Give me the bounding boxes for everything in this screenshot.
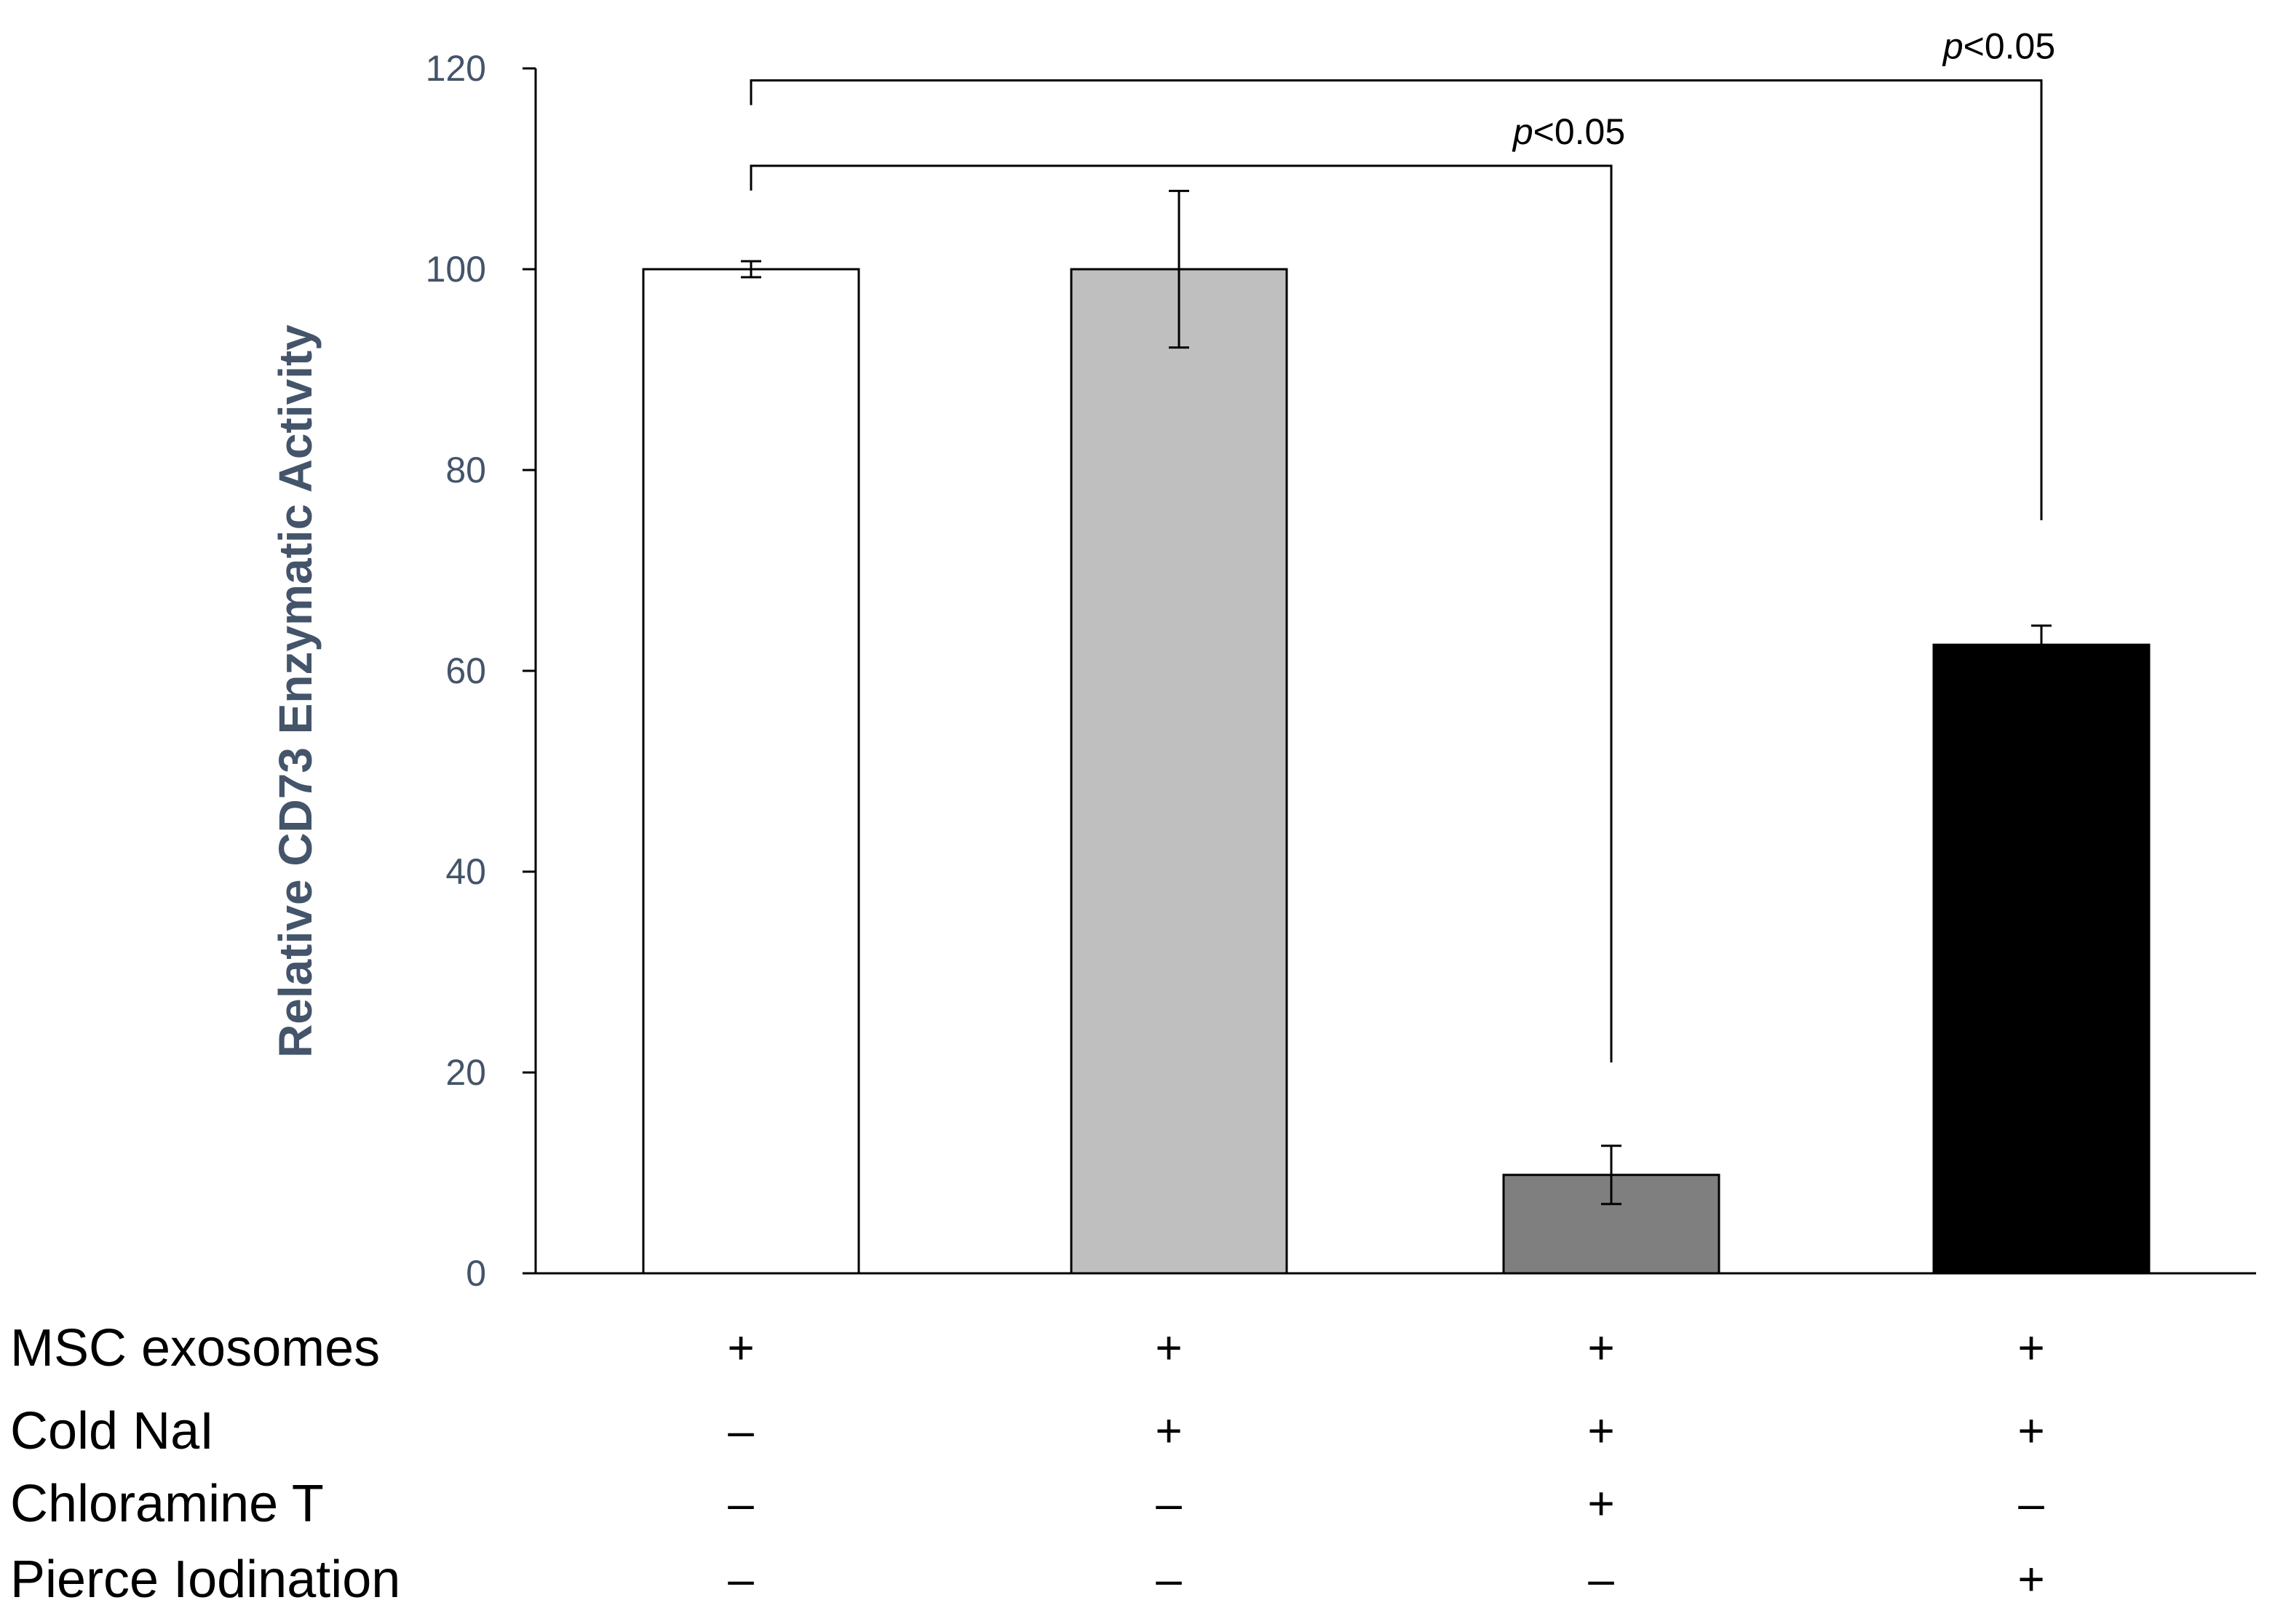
- plus-sign: +: [1587, 1321, 1614, 1374]
- minus-sign: –: [2018, 1477, 2044, 1529]
- chart-bars: [642, 268, 2151, 1275]
- bar-4: [1932, 643, 2151, 1275]
- minus-sign: –: [728, 1477, 754, 1529]
- plus-sign: +: [1587, 1404, 1614, 1457]
- plus-sign: +: [2017, 1404, 2044, 1457]
- treatment-row: MSC exosomes + + + +: [10, 1319, 2045, 1377]
- error-bar-4: [2031, 624, 2052, 665]
- plus-sign: +: [1155, 1404, 1182, 1457]
- treatment-row: Pierce Iodination – – – +: [10, 1551, 2045, 1609]
- p-value-label: p<0.05: [1942, 26, 2055, 67]
- treatment-row-label: Cold NaI: [10, 1402, 214, 1460]
- y-tick-label: 120: [426, 48, 486, 89]
- y-axis-label: Relative CD73 Enzymatic Activity: [269, 325, 322, 1058]
- y-tick-label: 60: [445, 650, 486, 691]
- treatment-row-label: MSC exosomes: [10, 1319, 380, 1377]
- p-value-label: p<0.05: [1512, 111, 1625, 152]
- error-bar-3: [1601, 1145, 1621, 1206]
- significance-bracket-1: p<0.05: [750, 111, 1625, 1063]
- error-bar-2: [1169, 189, 1189, 349]
- treatment-row: Cold NaI – + + +: [10, 1402, 2045, 1460]
- bar-2: [1070, 268, 1288, 1275]
- treatment-row-label: Chloramine T: [10, 1475, 324, 1533]
- minus-sign: –: [1156, 1477, 1182, 1529]
- treatment-row: Chloramine T – – + –: [10, 1475, 2044, 1533]
- y-tick-label: 80: [445, 450, 486, 490]
- minus-sign: –: [728, 1404, 754, 1457]
- y-axis-label-group: Relative CD73 Enzymatic Activity: [269, 325, 322, 1058]
- significance-annotations: p<0.05 p<0.05: [750, 26, 2055, 1063]
- minus-sign: –: [1588, 1553, 1614, 1605]
- plus-sign: +: [2017, 1321, 2044, 1374]
- y-tick-label: 0: [466, 1253, 486, 1294]
- y-tick-label: 20: [445, 1052, 486, 1093]
- error-bar-1: [741, 260, 761, 279]
- treatment-row-label: Pierce Iodination: [10, 1551, 400, 1609]
- y-tick-label: 100: [426, 249, 486, 290]
- plus-sign: +: [2017, 1553, 2044, 1605]
- chart-axes: 0 20 40 60 80 100 120: [426, 48, 2256, 1294]
- plus-sign: +: [727, 1321, 754, 1374]
- bar-1: [642, 268, 860, 1275]
- plus-sign: +: [1587, 1477, 1614, 1529]
- y-tick-label: 40: [445, 851, 486, 892]
- minus-sign: –: [1156, 1553, 1182, 1605]
- minus-sign: –: [728, 1553, 754, 1605]
- treatment-table: MSC exosomes + + + +Cold NaI – + + +Chloramine T…: [10, 1319, 2045, 1609]
- plus-sign: +: [1155, 1321, 1182, 1374]
- significance-bracket-2: p<0.05: [750, 26, 2055, 520]
- chart-error-bars: [741, 189, 2052, 1206]
